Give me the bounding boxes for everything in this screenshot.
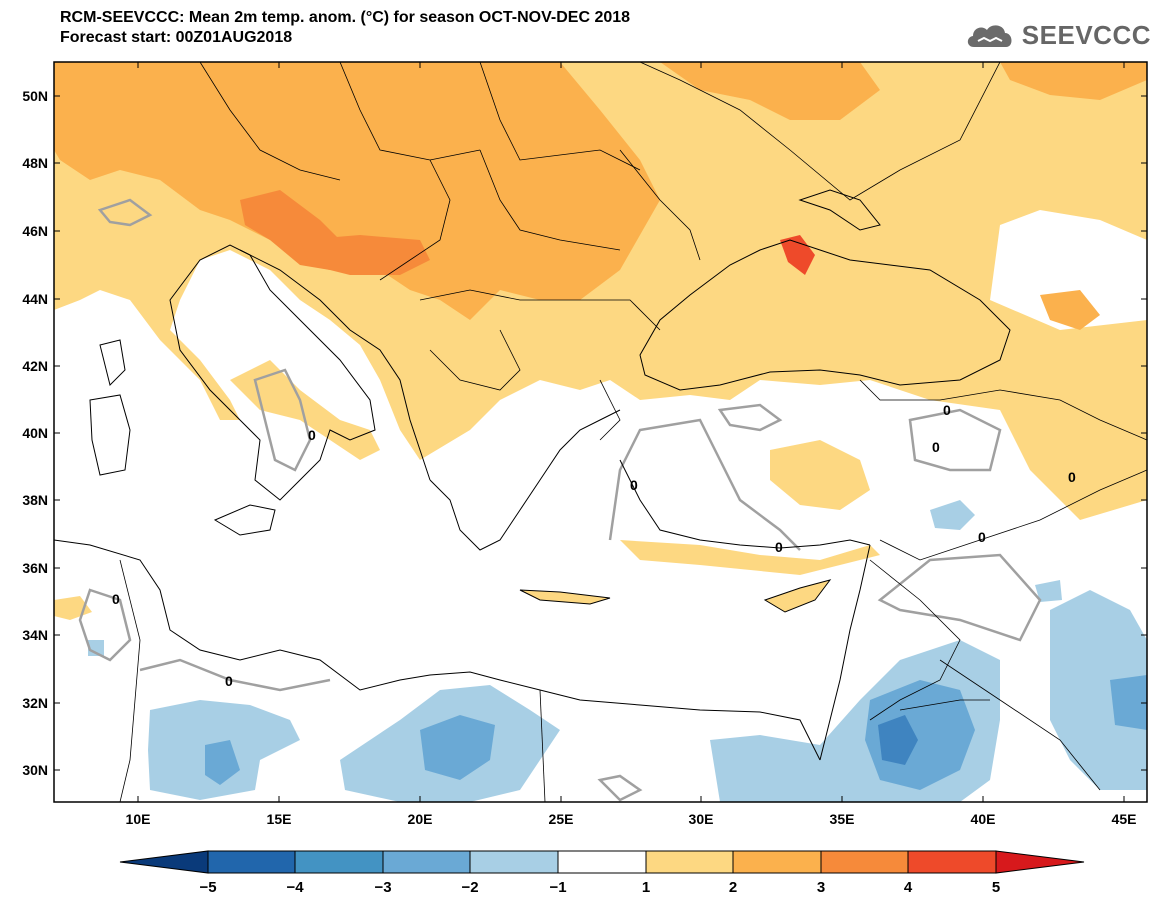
lon-label: 40E	[971, 811, 996, 827]
colorbar-segment	[294, 850, 384, 874]
cool-field-small-2	[1035, 580, 1062, 602]
warm2-field-caspian	[1040, 290, 1100, 330]
lat-label: 38N	[22, 492, 48, 508]
italy-coast	[169, 244, 376, 501]
lon-label: 15E	[267, 811, 292, 827]
lat-label: 48N	[22, 155, 48, 171]
colorbar-segment	[469, 850, 559, 874]
lon-label: 35E	[830, 811, 855, 827]
forecast-start: Forecast start: 00Z01AUG2018	[60, 29, 293, 46]
zero-contours	[78, 198, 1042, 802]
colorbar-label: −2	[461, 879, 478, 896]
cool2-field-egypt	[420, 715, 495, 780]
lon-label: 30E	[689, 811, 714, 827]
corsica-coast	[99, 339, 126, 386]
longitude-axis	[137, 62, 1125, 802]
lat-label: 32N	[22, 695, 48, 711]
sardinia-coast	[89, 394, 131, 476]
black-sea-coast	[639, 239, 1011, 391]
lat-label: 30N	[22, 762, 48, 778]
contour-label: 0	[932, 439, 940, 455]
colorbar-label: −5	[199, 879, 216, 896]
greece-coast	[429, 409, 621, 551]
colorbar-label: 2	[729, 879, 737, 896]
adriatic-east-coast	[239, 249, 431, 481]
latitude-axis	[54, 95, 1147, 771]
seevccc-logo: SEEVCCC	[964, 20, 1151, 51]
title-block: RCM-SEEVCCC: Mean 2m temp. anom. (°C) fo…	[60, 8, 630, 48]
lat-label: 50N	[22, 88, 48, 104]
colorbar-label: 4	[904, 879, 913, 896]
colorbar-segment	[207, 850, 296, 874]
colorbar-segment	[645, 850, 734, 874]
cool2-field-jordan	[865, 680, 975, 790]
contour-label: 0	[225, 673, 233, 689]
colorbar-label: 5	[992, 879, 1000, 896]
warm-field-cyprus	[765, 580, 830, 612]
warm2-field-central	[54, 62, 660, 320]
lat-label: 42N	[22, 358, 48, 374]
colorbar-segment	[382, 850, 471, 874]
contour-labels: 0 0 0 0 0 0 0 0 0	[112, 402, 1076, 689]
colorbar-labels: −5 −4 −3 −2 −1 1 2 3 4 5	[199, 879, 1000, 896]
lat-label: 44N	[22, 291, 48, 307]
contour-label: 0	[978, 529, 986, 545]
cool2-field-libya	[205, 740, 240, 785]
shaded-fields: 0 0 0 0 0 0 0 0 0	[54, 62, 1147, 802]
lat-label: 36N	[22, 560, 48, 576]
map-border	[53, 61, 1148, 803]
warm-field-italy	[230, 360, 380, 460]
cool-field-small-1	[930, 500, 975, 530]
turkey-south-coast	[619, 459, 871, 549]
lon-label: 20E	[408, 811, 433, 827]
crete-coast	[519, 589, 611, 605]
colorbar-left-arrow	[119, 850, 209, 874]
lat-label: 34N	[22, 627, 48, 643]
lat-label: 40N	[22, 425, 48, 441]
colorbar-label: −3	[374, 879, 391, 896]
lon-label: 45E	[1112, 811, 1137, 827]
latitude-labels: 50N 48N 46N 44N 42N 40N 38N 36N 34N 32N …	[22, 88, 48, 778]
cool2-field-gulf	[1110, 675, 1147, 730]
lon-label: 10E	[126, 811, 151, 827]
lon-label: 25E	[549, 811, 574, 827]
coastlines	[54, 189, 1011, 761]
borders	[119, 62, 1147, 802]
lat-label: 46N	[22, 223, 48, 239]
contour-label: 0	[308, 427, 316, 443]
colorbar-label: 1	[642, 879, 650, 896]
warm-field-anatolia	[770, 440, 870, 510]
colorbar-segment	[732, 850, 822, 874]
map-title: RCM-SEEVCCC: Mean 2m temp. anom. (°C) fo…	[60, 9, 631, 26]
warm2-field-northeast	[660, 62, 880, 120]
sicily-coast	[213, 504, 276, 536]
colorbar-segment	[820, 850, 909, 874]
cool3-field-jordan	[878, 715, 918, 765]
colorbar-segment	[557, 850, 647, 874]
warm3-field-balkans	[300, 235, 430, 275]
azov-coast	[798, 189, 881, 231]
contour-label: 0	[943, 402, 951, 418]
contour-label: 0	[775, 539, 783, 555]
colorbar-label: 3	[817, 879, 825, 896]
warm-field-turkey-coast	[620, 540, 880, 575]
colorbar	[119, 850, 1085, 874]
colorbar-label: −4	[286, 879, 304, 896]
colorbar-segment	[907, 850, 997, 874]
colorbar-label: −1	[549, 879, 566, 896]
logo-text: SEEVCCC	[1021, 20, 1151, 50]
contour-label: 0	[630, 477, 638, 493]
cyprus-coast	[763, 579, 832, 613]
warm2-field-east	[1000, 62, 1147, 100]
contour-label: 0	[112, 591, 120, 607]
cool-field-arabia-east	[1050, 590, 1147, 790]
africa-coast	[54, 539, 821, 761]
cloud-icon	[967, 24, 1012, 47]
levant-coast	[819, 544, 871, 761]
warm-field-crete	[520, 590, 610, 604]
colorbar-right-arrow	[995, 850, 1085, 874]
longitude-labels: 10E 15E 20E 25E 30E 35E 40E 45E	[126, 811, 1137, 827]
contour-label: 0	[1068, 469, 1076, 485]
